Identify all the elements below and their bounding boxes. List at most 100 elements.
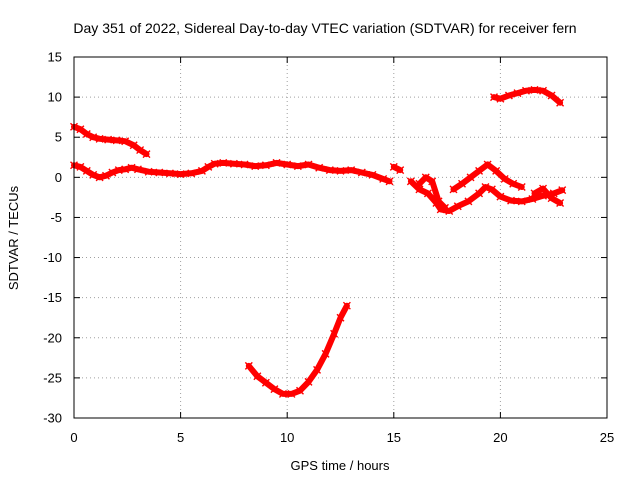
data-point: [464, 197, 473, 206]
y-tick-label: -10: [43, 250, 62, 265]
data-point: [165, 169, 174, 178]
data-point: [449, 185, 458, 194]
x-tick-label: 15: [387, 430, 401, 445]
data-point: [490, 93, 498, 102]
data-point: [379, 174, 388, 183]
y-tick-label: -5: [50, 210, 62, 225]
data-point: [176, 170, 185, 179]
data-point: [396, 166, 405, 175]
data-point: [89, 170, 98, 179]
series-arc-3: [244, 301, 351, 398]
data-point: [389, 162, 398, 171]
data-point: [504, 91, 513, 100]
data-point: [95, 173, 104, 182]
data-point: [251, 162, 260, 171]
data-point: [336, 166, 345, 175]
data-point: [368, 170, 377, 179]
y-tick-label: -25: [43, 370, 62, 385]
y-tick-label: -20: [43, 330, 62, 345]
data-point: [558, 186, 567, 195]
data-point: [530, 85, 539, 94]
y-tick-label: 15: [48, 50, 62, 65]
grid: [74, 57, 607, 418]
axis-ticks: 0 5 10 15 20 25 -30 -25 -20 -15 -10 -5 0 5 10 15: [43, 50, 614, 446]
chart-title: Day 351 of 2022, Sidereal Day-to-day VTE…: [73, 20, 576, 36]
series-arc-6: [415, 173, 449, 212]
y-tick-label: 0: [55, 170, 62, 185]
data-point: [487, 185, 496, 194]
data-point: [293, 162, 302, 171]
data-point: [453, 202, 462, 211]
series-arc-8: [530, 184, 565, 207]
data-point: [142, 150, 151, 159]
data-point: [121, 165, 130, 174]
x-tick-label: 10: [280, 430, 294, 445]
data-point: [421, 173, 430, 182]
y-tick-label: -30: [43, 411, 62, 426]
data-point: [127, 163, 136, 172]
data-point: [219, 158, 228, 167]
data-point: [121, 137, 130, 146]
data-point: [101, 171, 110, 180]
data-point: [283, 160, 292, 169]
data-point: [108, 168, 117, 177]
data-point: [509, 179, 518, 188]
data-point: [440, 203, 449, 212]
data-point: [415, 179, 424, 188]
y-tick-label: -15: [43, 290, 62, 305]
data-point: [330, 329, 339, 338]
plot-series: [70, 85, 567, 398]
x-tick-label: 20: [493, 430, 507, 445]
data-point: [483, 160, 492, 169]
x-tick-label: 0: [70, 430, 77, 445]
data-point: [270, 385, 279, 394]
data-point: [521, 86, 530, 95]
data-point: [315, 163, 324, 172]
x-tick-label: 5: [177, 430, 184, 445]
data-point: [278, 389, 287, 398]
data-point: [204, 162, 213, 171]
series-line: [531, 185, 564, 206]
data-point: [336, 313, 345, 322]
data-point: [313, 365, 322, 374]
data-point: [530, 189, 539, 198]
x-tick-label: 25: [600, 430, 614, 445]
series-arc-2: [70, 158, 394, 186]
data-point: [240, 160, 249, 169]
x-axis-label: GPS time / hours: [291, 458, 390, 473]
data-point: [357, 168, 366, 177]
y-axis-label: SDTVAR / TECUs: [6, 185, 21, 290]
data-point: [82, 130, 91, 139]
data-point: [528, 194, 537, 203]
data-point: [481, 182, 490, 191]
data-point: [104, 135, 113, 144]
data-point: [496, 94, 505, 103]
data-point: [428, 177, 437, 186]
data-point: [539, 184, 548, 193]
data-point: [210, 159, 219, 168]
data-point: [547, 91, 556, 100]
data-point: [325, 166, 334, 175]
data-point: [244, 361, 253, 370]
data-point: [112, 136, 121, 145]
data-point: [304, 377, 313, 386]
data-point: [434, 197, 443, 206]
series-arc-7: [449, 160, 526, 194]
data-point: [272, 158, 281, 167]
data-point: [547, 194, 556, 203]
data-point: [492, 166, 501, 175]
data-point: [295, 386, 304, 395]
data-point: [513, 89, 522, 98]
data-point: [76, 125, 85, 134]
data-point: [95, 134, 104, 143]
data-point: [253, 372, 262, 381]
data-point: [517, 182, 526, 191]
data-point: [466, 173, 475, 182]
data-point: [385, 177, 394, 186]
data-point: [114, 166, 123, 175]
data-point: [496, 192, 505, 201]
data-point: [129, 141, 138, 150]
data-point: [136, 146, 145, 155]
